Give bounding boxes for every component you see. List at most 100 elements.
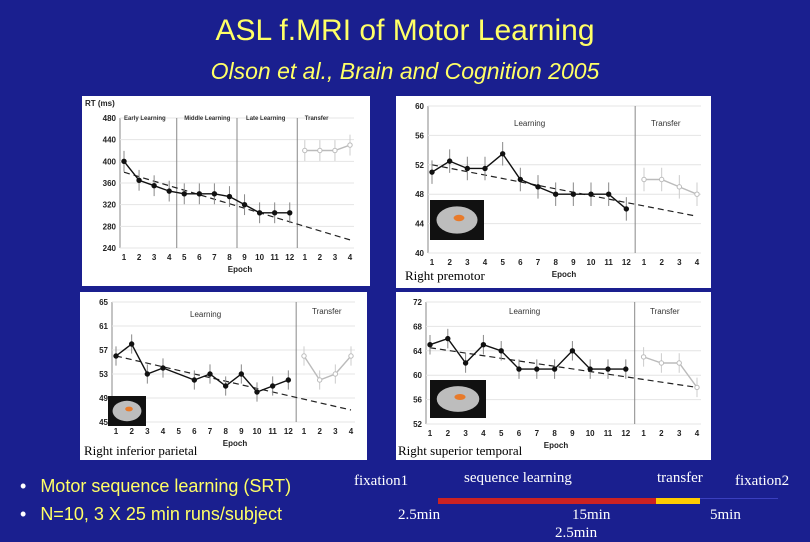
x-tick-label: 4	[483, 258, 488, 267]
x-axis-label: Epoch	[223, 439, 248, 448]
data-point	[151, 183, 157, 189]
data-point	[222, 383, 229, 389]
x-tick-label: 8	[552, 429, 557, 438]
x-tick-label: 11	[604, 258, 613, 267]
trend-line	[115, 355, 352, 411]
y-tick-label: 65	[99, 298, 108, 307]
data-point	[676, 360, 682, 366]
data-point	[551, 366, 558, 372]
x-tick-label: 1	[642, 258, 647, 267]
data-point	[238, 371, 245, 377]
x-tick-label: 2	[317, 427, 322, 436]
x-tick-label: 5	[499, 429, 504, 438]
x-tick-label: 11	[270, 253, 279, 262]
bullet-item: • Motor sequence learning (SRT)	[20, 476, 292, 496]
activation-spot	[453, 214, 465, 222]
data-point	[552, 191, 559, 197]
data-point	[658, 176, 665, 183]
x-tick-label: 5	[182, 253, 187, 262]
y-tick-label: 57	[99, 346, 108, 355]
x-tick-label: 5	[500, 258, 505, 267]
x-tick-label: 2	[659, 429, 664, 438]
phase-label: Transfer	[650, 307, 680, 316]
x-tick-label: 2	[137, 253, 142, 262]
x-tick-label: 1	[430, 258, 435, 267]
phase-label: Early Learning	[124, 116, 166, 122]
data-point	[191, 377, 198, 383]
x-tick-label: 4	[348, 253, 353, 262]
data-point	[302, 147, 308, 154]
data-point	[347, 142, 353, 148]
data-point	[429, 169, 435, 175]
y-tick-label: 56	[413, 396, 422, 405]
data-point	[623, 206, 630, 212]
y-tick-label: 240	[103, 244, 117, 253]
x-tick-label: 7	[535, 429, 540, 438]
x-tick-label: 2	[446, 429, 451, 438]
data-point	[332, 147, 338, 154]
timeline-duration-fixation1: 2.5min	[398, 507, 441, 523]
x-tick-label: 7	[536, 258, 541, 267]
x-tick-label: 7	[212, 253, 217, 262]
x-tick-label: 4	[349, 427, 354, 436]
x-tick-label: 12	[621, 429, 630, 438]
phase-label: Transfer	[651, 119, 681, 128]
x-tick-label: 4	[161, 427, 166, 436]
y-tick-label: 440	[103, 136, 117, 145]
x-tick-label: 10	[253, 427, 262, 436]
y-tick-label: 360	[103, 179, 117, 188]
x-tick-label: 8	[553, 258, 558, 267]
series-line	[644, 178, 698, 195]
x-tick-label: 3	[152, 253, 157, 262]
data-point	[211, 191, 218, 197]
x-tick-label: 1	[302, 427, 307, 436]
x-tick-label: 3	[677, 258, 682, 267]
data-point	[285, 377, 292, 383]
phase-label: Transfer	[312, 307, 342, 316]
data-point	[480, 342, 487, 348]
y-tick-label: 53	[99, 370, 108, 379]
x-tick-label: 2	[659, 258, 664, 267]
y-tick-label: 60	[415, 102, 424, 111]
data-point	[588, 191, 594, 197]
x-tick-label: 3	[463, 429, 468, 438]
x-tick-label: 3	[333, 253, 338, 262]
data-point	[640, 354, 647, 360]
timeline-fixation2-bar	[700, 498, 778, 505]
x-tick-label: 5	[176, 427, 181, 436]
x-tick-label: 4	[695, 429, 700, 438]
timeline-duration-transfer: 2.5min	[555, 525, 598, 541]
data-point	[570, 191, 577, 197]
series-line	[115, 342, 289, 393]
data-point	[136, 177, 142, 183]
series-line	[304, 144, 351, 152]
x-tick-label: 4	[167, 253, 172, 262]
phase-label: Learning	[509, 307, 540, 316]
timeline-label-learning: sequence learning	[464, 470, 572, 486]
data-point	[498, 348, 504, 354]
y-tick-label: 400	[103, 157, 117, 166]
data-point	[605, 366, 611, 372]
y-tick-label: 40	[415, 249, 424, 258]
x-tick-label: 9	[242, 253, 247, 262]
premotor-chart-panel: 40 44 48 52 56 60 1 2 3 4 5 6 7 8 9 10 11 12 1 2 3 4 Epoch Lear…	[396, 96, 711, 288]
x-tick-label: 7	[208, 427, 213, 436]
series-line	[429, 337, 626, 370]
temporal-region-caption: Right superior temporal	[398, 443, 523, 458]
data-point	[427, 342, 433, 348]
y-tick-label: 68	[413, 322, 422, 331]
data-point	[499, 151, 506, 157]
bullet-list: • Motor sequence learning (SRT) • N=10, 3 …	[20, 472, 291, 528]
data-point	[113, 353, 119, 359]
data-point	[256, 210, 263, 216]
y-tick-label: 52	[413, 420, 422, 429]
data-point	[287, 210, 293, 216]
data-point	[445, 335, 451, 342]
x-tick-label: 9	[571, 258, 576, 267]
y-tick-label: 64	[413, 347, 422, 356]
y-axis-label: RT (ms)	[85, 99, 115, 108]
x-tick-label: 10	[586, 429, 595, 438]
trend-line	[431, 164, 698, 217]
data-point	[348, 353, 354, 359]
